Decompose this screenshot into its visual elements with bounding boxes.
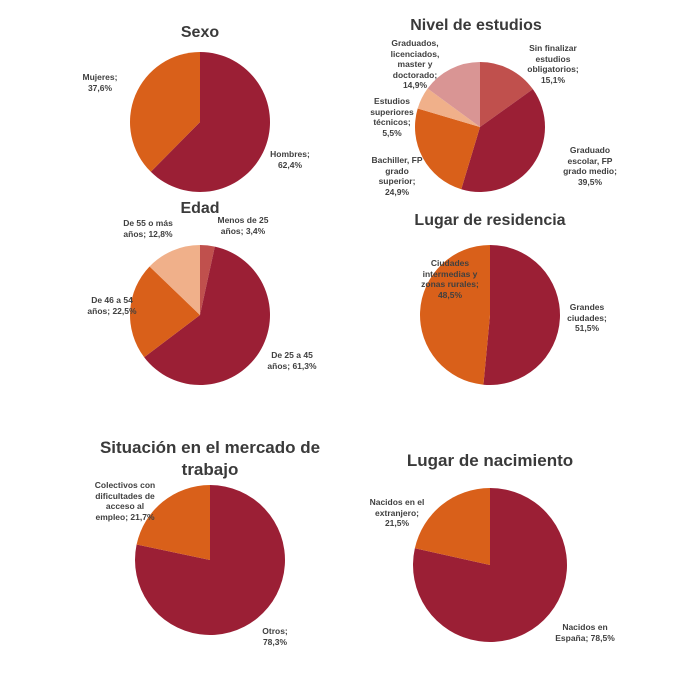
pie-slice-sin-finalizar-estudios-obligatorios	[480, 62, 533, 127]
data-label-sin-finalizar-estudios-obligatorios: Sin finalizar estudios obligatorios; 15,…	[527, 43, 579, 85]
pie-slice-estudios-superiores-tecnicos	[417, 88, 480, 127]
pie-slice-de-55-o-mas-anos	[149, 245, 200, 315]
pie-slice-graduados-licenciados-master-y-doctorado	[427, 62, 480, 127]
data-label-menos-de-25-anos: Menos de 25 años; 3,4%	[217, 215, 269, 236]
pie-slice-graduado-escolar-fp-grado-medio	[461, 89, 545, 193]
data-label-nacidos-en-el-extranjero: Nacidos en el extranjero; 21,5%	[369, 497, 425, 528]
data-label-graduados-licenciados-master-y-doctorado: Graduados, licenciados, master y doctora…	[390, 38, 440, 90]
data-label-de-46-a-54-anos: De 46 a 54 años; 22,5%	[87, 295, 137, 316]
pie-slice-mujeres	[130, 52, 200, 172]
data-label-otros: Otros; 78,3%	[262, 626, 288, 647]
chart-title-edad: Edad	[180, 200, 220, 217]
pie-slice-hombres	[150, 52, 270, 192]
pie-slice-de-25-a-45-anos	[144, 246, 270, 386]
pie-slice-menos-de-25-anos	[200, 245, 215, 315]
data-label-nacidos-en-espana: Nacidos en España; 78,5%	[555, 622, 615, 643]
pie-slice-otros	[135, 485, 285, 635]
pie-slice-ciudades-intermedias-y-zonas-rurales	[419, 245, 490, 385]
data-label-grandes-ciudades: Grandes ciudades; 51,5%	[567, 302, 607, 333]
chart-title-lugar-de-nacimiento: Lugar de nacimiento	[406, 451, 574, 470]
data-label-de-55-o-mas-anos: De 55 o más años; 12,8%	[123, 218, 173, 239]
pie-slice-grandes-ciudades	[483, 245, 560, 385]
chart-title-situacion-en-el-mercado-de-trabajo: Situación en el mercado de trabajo	[99, 438, 321, 479]
data-label-colectivos-con-dificultades-de-acceso-al-empleo: Colectivos con dificultades de acceso al…	[94, 480, 156, 522]
data-label-graduado-escolar-fp-grado-medio: Graduado escolar, FP grado medio; 39,5%	[563, 145, 617, 187]
pie-slice-de-46-a-54-anos	[130, 266, 200, 358]
pie-slice-colectivos-con-dificultades-de-acceso-al-empleo	[136, 485, 210, 560]
chart-title-lugar-de-residencia: Lugar de residencia	[414, 212, 566, 229]
data-label-de-25-a-45-anos: De 25 a 45 años; 61,3%	[267, 350, 317, 371]
chart-title-nivel-de-estudios: Nivel de estudios	[410, 17, 542, 34]
pie-slice-nacidos-en-el-extranjero	[414, 488, 490, 565]
data-label-hombres: Hombres; 62,4%	[270, 149, 310, 170]
data-label-estudios-superiores-tecnicos: Estudios superiores técnicos; 5,5%	[370, 96, 414, 138]
chart-title-sexo: Sexo	[180, 24, 220, 41]
data-label-mujeres: Mujeres; 37,6%	[82, 72, 118, 93]
data-label-bachiller-fp-grado-superior: Bachiller, FP grado superior; 24,9%	[371, 155, 423, 197]
pie-slice-bachiller-fp-grado-superior	[415, 108, 480, 190]
data-label-ciudades-intermedias-y-zonas-rurales: Ciudades intermedias y zonas rurales; 48…	[421, 258, 479, 300]
